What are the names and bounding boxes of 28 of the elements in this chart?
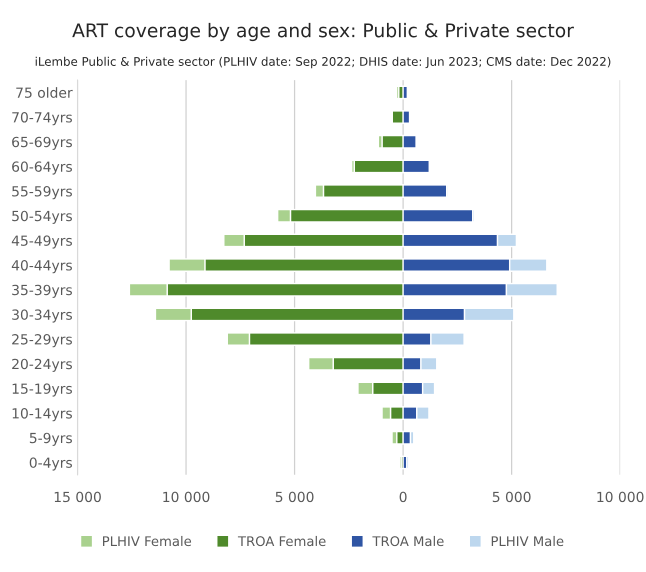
y-tick-label: 55-59yrs xyxy=(12,186,72,200)
legend-label: PLHIV Female xyxy=(103,536,192,546)
legend-label: TROA Female xyxy=(238,536,326,546)
y-tick-label: 5-9yrs xyxy=(30,432,72,446)
y-tick-label: 60-64yrs xyxy=(12,161,72,175)
y-tick-label: 0-4yrs xyxy=(30,457,72,471)
chart-subtitle: iLembe Public & Private sector (PLHIV date: Sep 2022; DHIS date: Jun 2023; CMS date: Dec 2022) xyxy=(36,56,610,68)
y-tick-label: 65-69yrs xyxy=(12,136,72,150)
x-tick-label: 0 xyxy=(400,492,407,502)
legend-label: PLHIV Male xyxy=(492,536,564,546)
x-tick-label: 5 000 xyxy=(276,492,314,502)
y-tick-label: 40-44yrs xyxy=(12,260,72,274)
x-tick-label: 5 000 xyxy=(492,492,531,502)
y-tick-label: 25-29yrs xyxy=(12,334,72,348)
chart-title: ART coverage by age and sex: Public & Private sector xyxy=(72,22,574,42)
y-tick-label: 10-14yrs xyxy=(12,408,72,422)
y-tick-label: 75 older xyxy=(16,87,73,98)
y-tick-label: 45-49yrs xyxy=(12,235,72,249)
y-tick-label: 15-19yrs xyxy=(12,383,72,397)
x-tick-label: 10 000 xyxy=(163,492,210,502)
legend-label: TROA Male xyxy=(372,536,444,546)
x-tick-label: 10 000 xyxy=(597,492,644,502)
y-tick-label: 50-54yrs xyxy=(12,210,72,224)
y-tick-label: 70-74yrs xyxy=(12,112,72,126)
y-tick-label: 30-34yrs xyxy=(12,309,72,323)
y-tick-label: 20-24yrs xyxy=(12,358,72,372)
y-tick-label: 35-39yrs xyxy=(12,284,72,298)
x-tick-label: 15 000 xyxy=(54,492,101,502)
